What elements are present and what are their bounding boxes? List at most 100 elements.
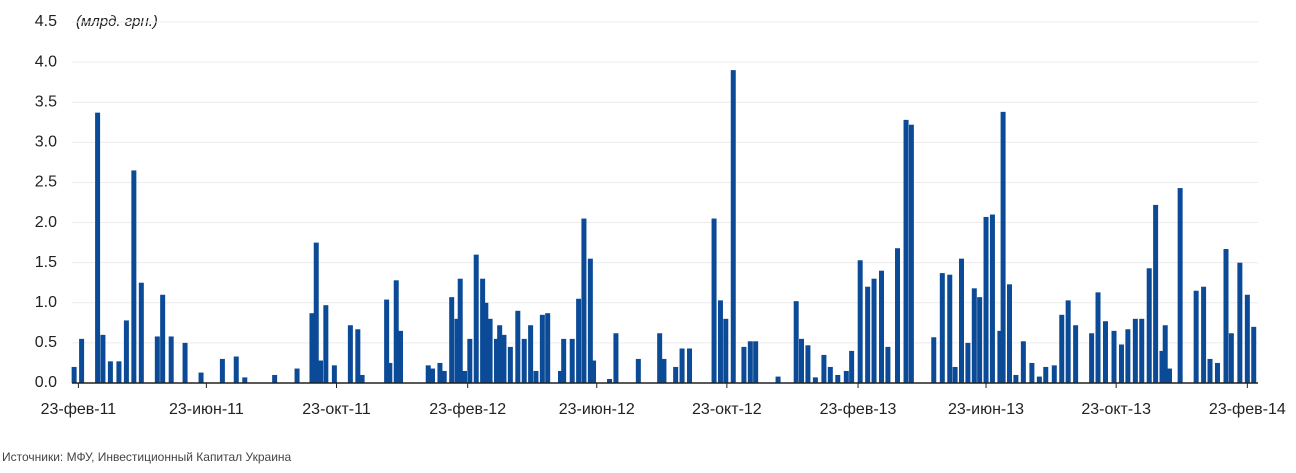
bar — [233, 356, 239, 383]
y-tick-label: 2.5 — [35, 174, 57, 191]
x-tick-label: 23-июн-13 — [948, 401, 1024, 418]
bar — [871, 278, 877, 383]
y-tick-label: 1.0 — [35, 294, 57, 311]
bar — [1146, 268, 1152, 383]
bar — [480, 278, 486, 383]
bar — [1193, 290, 1199, 383]
bar — [515, 310, 521, 383]
bar — [989, 214, 995, 383]
bar — [1166, 368, 1172, 383]
x-tick-label: 23-окт-13 — [1081, 401, 1151, 418]
bar — [983, 216, 989, 383]
y-tick-label: 4.0 — [35, 53, 57, 70]
bar — [939, 273, 945, 383]
bar — [507, 346, 513, 383]
bar — [730, 70, 736, 383]
bar — [687, 348, 693, 383]
bar — [775, 376, 781, 383]
bar — [821, 354, 827, 383]
bar — [449, 297, 455, 383]
bar — [294, 368, 300, 383]
bar — [1251, 326, 1257, 383]
bar — [849, 350, 855, 383]
y-tick-label: 0.5 — [35, 334, 57, 351]
bar — [657, 333, 663, 383]
bar — [497, 325, 503, 383]
x-tick-label: 23-фев-12 — [429, 401, 506, 418]
bar — [487, 318, 493, 383]
bar — [313, 242, 319, 383]
bar — [1228, 333, 1234, 383]
bar — [1043, 366, 1049, 383]
bar — [843, 370, 849, 383]
bar — [1059, 314, 1065, 383]
bar — [1237, 262, 1243, 383]
bar — [107, 361, 113, 383]
bar — [387, 362, 393, 383]
bar — [591, 360, 597, 383]
bar — [576, 298, 582, 383]
bar — [1073, 325, 1079, 383]
bar — [835, 374, 841, 383]
bar — [1244, 294, 1250, 383]
bar — [747, 341, 753, 383]
bar — [931, 337, 937, 383]
bar — [533, 370, 539, 383]
unit-annotation: (млрд. грн.) — [76, 13, 158, 30]
bar — [168, 336, 174, 383]
bar — [971, 288, 977, 383]
bar — [865, 286, 871, 383]
bar — [1214, 362, 1220, 383]
bar — [561, 338, 567, 383]
bar — [309, 313, 315, 383]
y-tick-label: 3.5 — [35, 93, 57, 110]
bar — [673, 366, 679, 383]
bar — [1029, 362, 1035, 383]
bar — [635, 358, 641, 383]
bar — [473, 254, 479, 383]
y-tick-label: 3.0 — [35, 134, 57, 151]
bar — [429, 368, 435, 383]
y-tick-label: 2.0 — [35, 214, 57, 231]
bar — [1000, 111, 1006, 384]
bar — [154, 336, 160, 383]
bar — [461, 370, 467, 383]
x-tick-label: 23-июн-11 — [169, 401, 244, 418]
bar — [501, 334, 507, 383]
bar — [741, 346, 747, 383]
bar — [1013, 374, 1019, 383]
bar — [521, 338, 527, 383]
x-tick-label: 23-окт-12 — [692, 401, 762, 418]
bar — [131, 170, 137, 383]
bar — [587, 258, 593, 383]
bar — [182, 342, 188, 383]
bar — [1125, 329, 1131, 383]
bar — [1111, 330, 1117, 383]
bar — [753, 341, 759, 383]
bar — [1102, 321, 1108, 383]
bar — [1223, 249, 1229, 383]
bar — [581, 218, 587, 383]
bar — [242, 377, 248, 383]
bar — [198, 372, 204, 383]
bar — [71, 366, 77, 383]
bar — [331, 365, 337, 383]
bar — [952, 366, 958, 383]
bar — [717, 300, 723, 383]
bar — [160, 294, 166, 383]
x-tick-label: 23-окт-11 — [302, 401, 371, 418]
bar — [393, 280, 399, 383]
bar — [483, 302, 489, 383]
x-tick-label: 23-фев-11 — [41, 401, 117, 418]
bar — [885, 346, 891, 383]
bar — [1065, 300, 1071, 383]
bar — [965, 342, 971, 383]
bar — [557, 370, 563, 383]
bar — [947, 274, 953, 383]
bar — [1020, 341, 1026, 383]
bar — [95, 112, 101, 383]
bar — [1153, 204, 1159, 383]
bar — [1006, 284, 1012, 383]
bar — [1162, 325, 1168, 383]
bar — [116, 361, 122, 383]
